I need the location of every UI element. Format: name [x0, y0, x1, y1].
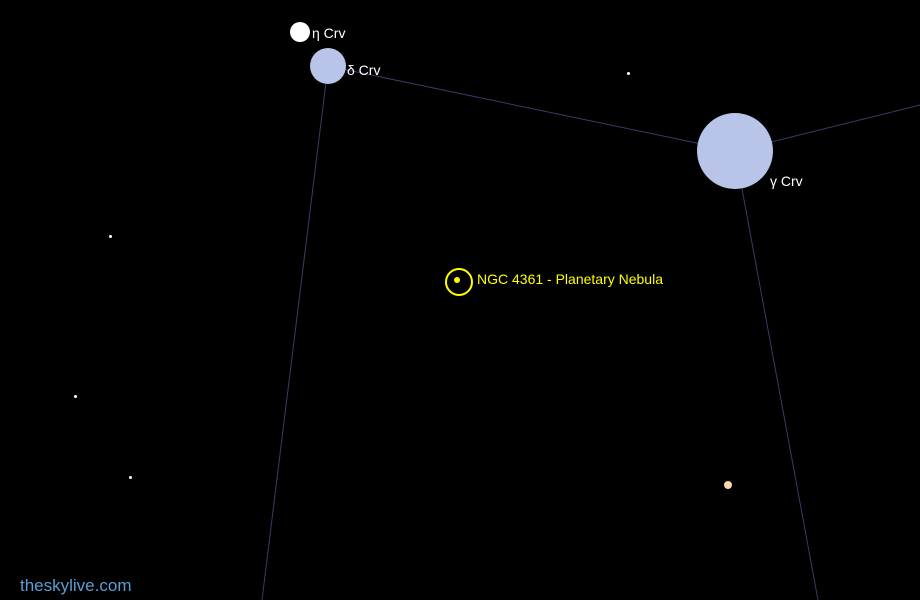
constellation-lines — [0, 0, 920, 600]
star-label-gamma-crv: γ Crv — [770, 173, 803, 189]
target-label: NGC 4361 - Planetary Nebula — [477, 271, 663, 287]
constellation-line — [262, 66, 328, 600]
field-star — [129, 476, 132, 479]
watermark: theskylive.com — [20, 576, 131, 596]
field-star — [724, 481, 732, 489]
star-eta-crv — [290, 22, 310, 42]
star-gamma-crv — [697, 113, 773, 189]
star-label-eta-crv: η Crv — [312, 25, 345, 41]
star-delta-crv — [310, 48, 346, 84]
star-label-delta-crv: δ Crv — [347, 62, 380, 78]
field-star — [109, 235, 112, 238]
field-star — [74, 395, 77, 398]
field-star — [627, 72, 630, 75]
constellation-line — [735, 151, 818, 600]
constellation-line — [328, 66, 735, 151]
target-dot — [454, 277, 460, 283]
